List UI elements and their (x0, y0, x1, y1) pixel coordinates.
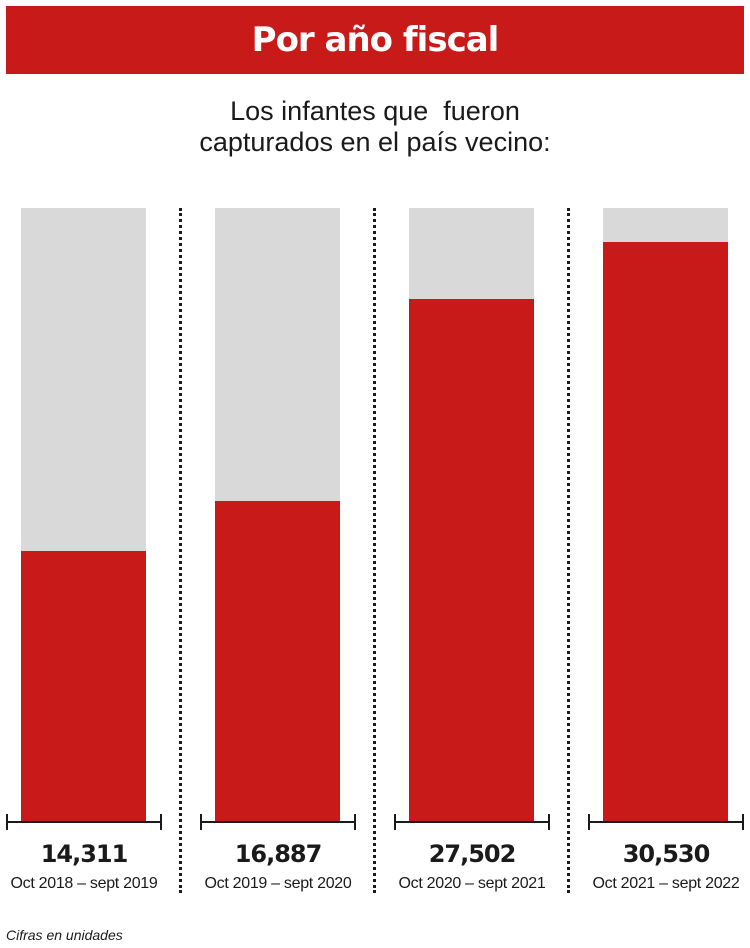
bar-panel-2: 16,887 Oct 2019 – sept 2020 (200, 208, 360, 892)
data-label: 16,887 (234, 840, 323, 868)
chart-subtitle: Los infantes que fueron capturados en el… (150, 96, 600, 158)
title-banner: Por año fiscal (6, 6, 744, 74)
footnote: Cifras en unidades (6, 927, 123, 943)
subtitle-line-2: capturados en el país vecino: (199, 127, 551, 157)
bar-bracket (200, 814, 356, 830)
category-label: Oct 2021 – sept 2022 (592, 875, 740, 892)
chart-title: Por año fiscal (251, 20, 500, 60)
bar (409, 299, 534, 823)
bar (603, 242, 728, 823)
category-label: Oct 2019 – sept 2020 (204, 875, 352, 892)
bar-bracket (394, 814, 550, 830)
subtitle-line-1: Los infantes que fueron (230, 96, 520, 126)
bar-track (603, 208, 728, 823)
bar (215, 501, 340, 823)
data-label: 27,502 (428, 840, 517, 868)
data-label: 30,530 (622, 840, 711, 868)
data-label: 14,311 (40, 840, 129, 868)
bar-track (215, 208, 340, 823)
bar-track (409, 208, 534, 823)
category-label: Oct 2018 – sept 2019 (10, 875, 158, 892)
category-label: Oct 2020 – sept 2021 (398, 875, 546, 892)
bar-panel-3: 27,502 Oct 2020 – sept 2021 (394, 208, 554, 892)
bar-bracket (6, 814, 162, 830)
panel-divider (373, 208, 376, 893)
panel-divider (567, 208, 570, 893)
bar-panel-1: 14,311 Oct 2018 – sept 2019 (6, 208, 166, 892)
bar-panel-4: 30,530 Oct 2021 – sept 2022 (588, 208, 748, 892)
bar (21, 551, 146, 823)
panel-divider (179, 208, 182, 893)
bar-bracket (588, 814, 744, 830)
bar-track (21, 208, 146, 823)
